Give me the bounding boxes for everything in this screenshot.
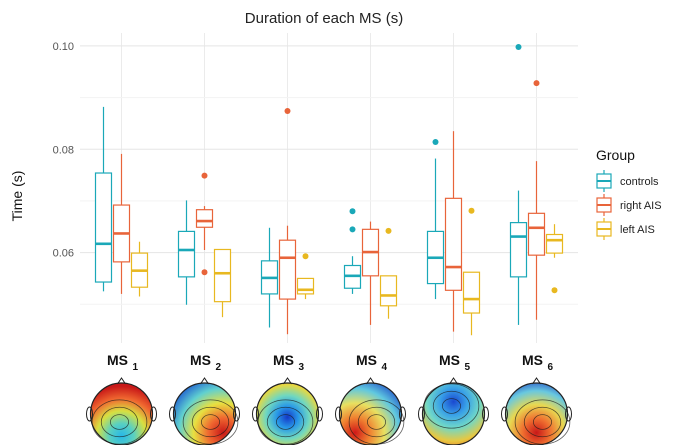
box-left-AIS-5	[462, 207, 481, 336]
x-category-subscript: 1	[133, 362, 139, 373]
x-category-subscript: 4	[382, 362, 388, 373]
legend-key-left-AIS	[596, 218, 612, 240]
x-category-label: MS	[190, 352, 211, 368]
topomap-ms1	[86, 377, 157, 445]
legend-label: controls	[620, 176, 659, 188]
box-controls-4	[343, 208, 362, 294]
legend-label: right AIS	[620, 200, 662, 212]
topomap-ms5	[418, 377, 489, 445]
box-right-AIS-3	[278, 108, 297, 335]
box-body	[195, 209, 214, 228]
outlier-point	[432, 139, 439, 146]
box-left-AIS-1	[130, 241, 149, 297]
outlier-point	[468, 207, 475, 214]
x-category-label: MS	[522, 352, 543, 368]
legend-title: Group	[596, 147, 635, 163]
outlier-point	[284, 108, 291, 115]
x-category-subscript: 2	[216, 362, 222, 373]
y-axis-title: Time (s)	[9, 171, 25, 222]
box-right-AIS-6	[527, 80, 546, 320]
box-body	[527, 212, 546, 256]
outlier-point	[385, 227, 392, 234]
y-axis-ticks: 0.06 0.08 0.10	[53, 41, 74, 260]
outlier-point	[349, 208, 356, 215]
topomap-ms6	[501, 377, 572, 445]
box-body	[94, 172, 113, 283]
box-body	[278, 239, 297, 300]
box-right-AIS-1	[112, 153, 131, 294]
outlier-point	[551, 287, 558, 294]
box-left-AIS-3	[296, 253, 315, 300]
topomap-row	[86, 377, 572, 445]
legend-label: left AIS	[620, 224, 655, 236]
box-right-AIS-5	[444, 131, 463, 332]
outlier-point	[201, 269, 208, 276]
box-right-AIS-4	[361, 221, 380, 325]
x-category-subscript: 3	[299, 362, 305, 373]
x-category-subscript: 6	[548, 362, 554, 373]
box-body	[177, 230, 196, 278]
x-category-label: MS	[439, 352, 460, 368]
box-left-AIS-4	[379, 227, 398, 319]
box-body	[545, 233, 564, 254]
box-controls-3	[260, 227, 279, 328]
topomap-ms4	[335, 377, 406, 445]
box-controls-5	[426, 139, 445, 300]
x-category-label: MS	[273, 352, 294, 368]
topomap-ms2	[169, 377, 240, 445]
box-body	[462, 271, 481, 314]
box-left-AIS-6	[545, 224, 564, 294]
box-body	[296, 277, 315, 295]
grid-lines	[80, 33, 578, 343]
box-right-AIS-2	[195, 172, 214, 276]
box-body	[379, 275, 398, 307]
y-tick-label: 0.06	[53, 248, 74, 260]
legend-key-controls	[596, 170, 612, 192]
chart-title: Duration of each MS (s)	[245, 10, 403, 27]
box-body	[509, 222, 528, 278]
box-controls-6	[509, 43, 528, 325]
y-tick-label: 0.10	[53, 41, 74, 53]
x-category-labels: MS 1 MS 2 MS 3 MS 4 MS 5 MS 6	[107, 352, 554, 373]
x-category-label: MS	[107, 352, 128, 368]
outlier-point	[349, 226, 356, 233]
legend-key-right-AIS	[596, 194, 612, 216]
x-category-label: MS	[356, 352, 377, 368]
x-category-subscript: 5	[465, 362, 471, 373]
legend: Group controls right AIS left AIS	[596, 147, 662, 240]
box-body	[444, 197, 463, 291]
outlier-point	[515, 43, 522, 50]
box-controls-2	[177, 200, 196, 305]
box-left-AIS-2	[213, 248, 232, 318]
box-series	[94, 43, 564, 336]
outlier-point	[302, 253, 309, 260]
outlier-point	[201, 172, 208, 179]
y-tick-label: 0.08	[53, 144, 74, 156]
box-body	[213, 248, 232, 303]
topomap-ms3	[252, 377, 323, 445]
box-controls-1	[94, 106, 113, 292]
outlier-point	[533, 80, 540, 87]
